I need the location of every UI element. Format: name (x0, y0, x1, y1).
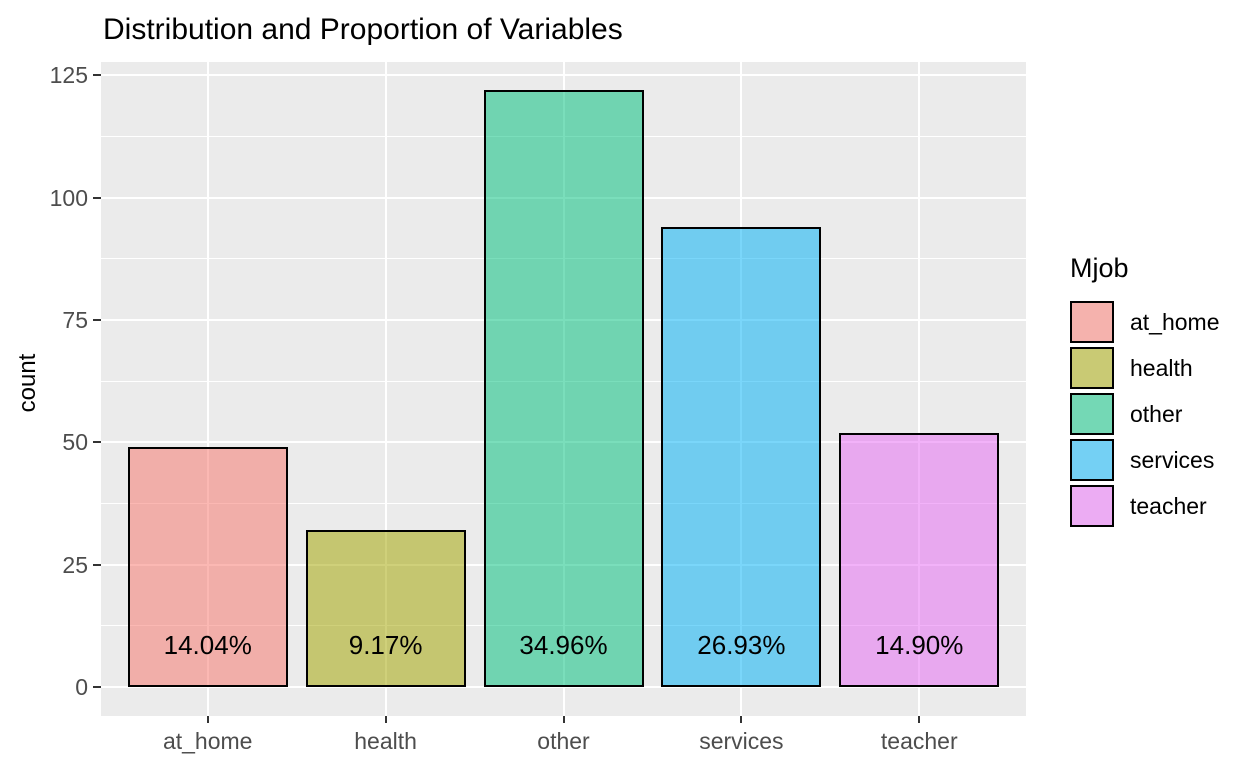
x-tick (384, 716, 387, 723)
bar-label: 14.90% (875, 630, 964, 660)
y-tick (93, 686, 101, 688)
legend-key-swatch (1072, 441, 1112, 479)
legend-label: services (1130, 446, 1215, 473)
bar (483, 90, 644, 687)
legend-key (1070, 485, 1114, 527)
x-tick-label: at_home (162, 728, 253, 754)
y-tick (93, 441, 101, 444)
legend-label: health (1130, 354, 1193, 381)
legend-label: other (1130, 400, 1183, 427)
y-tick (93, 563, 101, 566)
legend-key-swatch (1072, 487, 1112, 525)
x-tick-label: other (537, 728, 590, 754)
legend-title: Mjob (1070, 253, 1129, 283)
x-tick-label: teacher (880, 728, 958, 754)
y-tick (93, 196, 101, 199)
gridline-x-major (918, 62, 921, 716)
legend-key-swatch (1072, 395, 1112, 433)
legend-key-swatch (1072, 349, 1112, 387)
y-tick-label: 100 (49, 184, 88, 211)
legend-item: health (1070, 347, 1220, 389)
gridline-x-major (384, 62, 387, 716)
y-tick-label: 75 (62, 306, 88, 333)
bar-label: 34.96% (519, 630, 608, 660)
legend-item: other (1070, 393, 1220, 435)
x-tick (918, 716, 921, 723)
y-tick-label: 25 (62, 551, 88, 578)
bar-label: 26.93% (697, 630, 786, 660)
bar (661, 227, 822, 687)
gridline-x-major (206, 62, 209, 716)
bar-label: 9.17% (348, 630, 423, 660)
legend-label: at_home (1130, 308, 1220, 335)
y-tick-label: 50 (62, 429, 88, 456)
legend-key (1070, 439, 1114, 481)
bar-label: 14.04% (163, 630, 252, 660)
legend-item: at_home (1070, 301, 1220, 343)
x-tick-label: health (354, 728, 417, 754)
bar (127, 447, 288, 687)
y-axis-title: count (14, 353, 41, 413)
bar (839, 432, 1000, 687)
legend-key (1070, 393, 1114, 435)
legend-key-swatch (1072, 303, 1112, 341)
bar (305, 530, 466, 687)
x-tick (740, 716, 743, 723)
chart-title: Distribution and Proportion of Variables (103, 13, 623, 46)
x-tick-label: services (699, 728, 784, 754)
legend-label: teacher (1130, 492, 1207, 519)
y-tick (93, 74, 101, 77)
legend-key (1070, 301, 1114, 343)
y-tick (93, 318, 101, 321)
legend-item: teacher (1070, 485, 1220, 527)
x-tick (562, 716, 565, 723)
plot-panel: 14.04% 9.17% 34.96% 26.93% 14.90% (101, 62, 1026, 716)
y-tick-label: 125 (49, 62, 88, 89)
legend-key (1070, 347, 1114, 389)
legend-item: services (1070, 439, 1220, 481)
x-tick (206, 716, 209, 723)
y-tick-label: 0 (75, 674, 88, 700)
